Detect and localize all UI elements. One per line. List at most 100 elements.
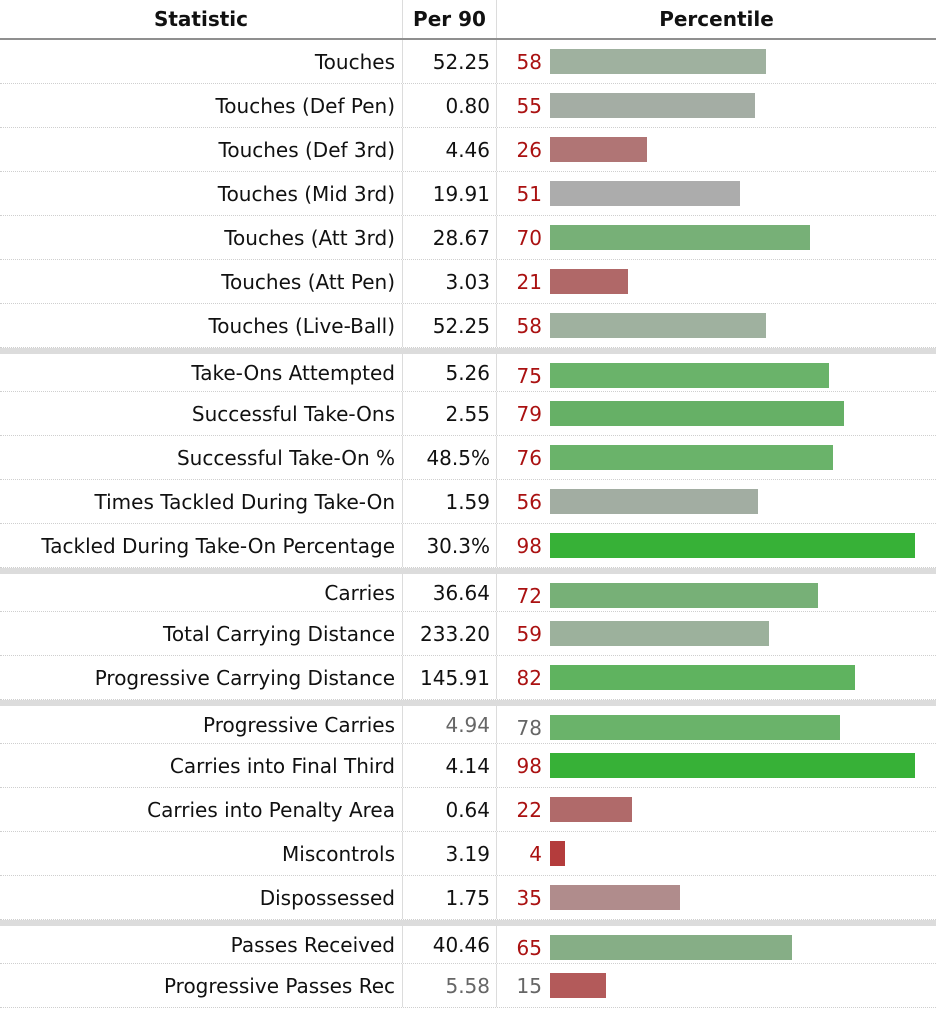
percentile-bar bbox=[550, 715, 841, 740]
percentile-cell: 82 bbox=[497, 656, 936, 699]
table-header: Statistic Per 90 Percentile bbox=[0, 0, 936, 40]
percentile-label: 58 bbox=[516, 50, 542, 74]
stat-name: Touches (Att 3rd) bbox=[0, 216, 403, 259]
per90-value: 1.59 bbox=[403, 480, 497, 523]
percentile-cell: 51 bbox=[497, 172, 936, 215]
stat-name: Successful Take-Ons bbox=[0, 392, 403, 435]
percentile-cell: 4 bbox=[497, 832, 936, 875]
percentile-label: 98 bbox=[516, 534, 542, 558]
percentile-cell: 75 bbox=[497, 354, 936, 391]
percentile-cell: 70 bbox=[497, 216, 936, 259]
stat-name: Touches bbox=[0, 40, 403, 83]
stat-name: Carries into Penalty Area bbox=[0, 788, 403, 831]
table-row: Total Carrying Distance 233.20 59 bbox=[0, 612, 936, 656]
per90-value: 52.25 bbox=[403, 304, 497, 347]
percentile-bar bbox=[550, 137, 647, 162]
per90-value: 5.26 bbox=[403, 354, 497, 391]
per90-value: 2.55 bbox=[403, 392, 497, 435]
stat-name: Total Carrying Distance bbox=[0, 612, 403, 655]
percentile-table: Statistic Per 90 Percentile Touches 52.25… bbox=[0, 0, 936, 1008]
percentile-cell: 22 bbox=[497, 788, 936, 831]
header-statistic[interactable]: Statistic bbox=[0, 0, 403, 38]
percentile-label: 72 bbox=[516, 584, 542, 608]
percentile-label: 22 bbox=[516, 798, 542, 822]
stat-name: Progressive Carrying Distance bbox=[0, 656, 403, 699]
table-row: Progressive Passes Rec 5.58 15 bbox=[0, 964, 936, 1008]
stat-name: Progressive Carries bbox=[0, 706, 403, 743]
percentile-cell: 58 bbox=[497, 304, 936, 347]
percentile-bar bbox=[550, 583, 818, 608]
percentile-bar bbox=[550, 621, 770, 646]
stat-name: Carries into Final Third bbox=[0, 744, 403, 787]
per90-value: 40.46 bbox=[403, 926, 497, 963]
table-row: Successful Take-On % 48.5% 76 bbox=[0, 436, 936, 480]
table-row: Carries into Penalty Area 0.64 22 bbox=[0, 788, 936, 832]
stat-name: Progressive Passes Rec bbox=[0, 964, 403, 1007]
table-body: Touches 52.25 58 Touches (Def Pen) 0.80 55 Tou… bbox=[0, 40, 936, 1008]
percentile-cell: 98 bbox=[497, 524, 936, 567]
percentile-bar bbox=[550, 445, 833, 470]
percentile-label: 75 bbox=[516, 364, 542, 388]
table-row: Touches (Live-Ball) 52.25 58 bbox=[0, 304, 936, 348]
percentile-bar bbox=[550, 841, 565, 866]
percentile-label: 76 bbox=[516, 446, 542, 470]
header-per90[interactable]: Per 90 bbox=[403, 0, 497, 38]
per90-value: 30.3% bbox=[403, 524, 497, 567]
percentile-label: 82 bbox=[516, 666, 542, 690]
per90-value: 19.91 bbox=[403, 172, 497, 215]
percentile-bar bbox=[550, 489, 759, 514]
percentile-label: 35 bbox=[516, 886, 542, 910]
percentile-cell: 78 bbox=[497, 706, 936, 743]
percentile-bar bbox=[550, 363, 829, 388]
table-row: Touches (Att 3rd) 28.67 70 bbox=[0, 216, 936, 260]
percentile-cell: 15 bbox=[497, 964, 936, 1007]
table-row: Progressive Carries 4.94 78 bbox=[0, 700, 936, 744]
per90-value: 3.19 bbox=[403, 832, 497, 875]
percentile-cell: 21 bbox=[497, 260, 936, 303]
percentile-bar bbox=[550, 401, 844, 426]
percentile-label: 58 bbox=[516, 314, 542, 338]
stat-name: Touches (Def 3rd) bbox=[0, 128, 403, 171]
percentile-label: 79 bbox=[516, 402, 542, 426]
table-row: Tackled During Take-On Percentage 30.3% 98 bbox=[0, 524, 936, 568]
percentile-label: 78 bbox=[516, 716, 542, 740]
table-row: Touches 52.25 58 bbox=[0, 40, 936, 84]
percentile-label: 65 bbox=[516, 936, 542, 960]
percentile-label: 21 bbox=[516, 270, 542, 294]
percentile-cell: 79 bbox=[497, 392, 936, 435]
stat-name: Miscontrols bbox=[0, 832, 403, 875]
percentile-label: 98 bbox=[516, 754, 542, 778]
percentile-label: 26 bbox=[516, 138, 542, 162]
percentile-cell: 98 bbox=[497, 744, 936, 787]
table-row: Passes Received 40.46 65 bbox=[0, 920, 936, 964]
percentile-cell: 59 bbox=[497, 612, 936, 655]
percentile-cell: 72 bbox=[497, 574, 936, 611]
percentile-cell: 76 bbox=[497, 436, 936, 479]
stat-name: Times Tackled During Take-On bbox=[0, 480, 403, 523]
table-row: Progressive Carrying Distance 145.91 82 bbox=[0, 656, 936, 700]
per90-value: 3.03 bbox=[403, 260, 497, 303]
percentile-cell: 35 bbox=[497, 876, 936, 919]
percentile-label: 51 bbox=[516, 182, 542, 206]
percentile-label: 70 bbox=[516, 226, 542, 250]
percentile-bar bbox=[550, 885, 681, 910]
stat-name: Carries bbox=[0, 574, 403, 611]
percentile-bar bbox=[550, 973, 606, 998]
percentile-bar bbox=[550, 225, 811, 250]
table-row: Times Tackled During Take-On 1.59 56 bbox=[0, 480, 936, 524]
percentile-label: 15 bbox=[516, 974, 542, 998]
per90-value: 4.14 bbox=[403, 744, 497, 787]
stat-name: Touches (Mid 3rd) bbox=[0, 172, 403, 215]
per90-value: 1.75 bbox=[403, 876, 497, 919]
table-row: Touches (Att Pen) 3.03 21 bbox=[0, 260, 936, 304]
percentile-bar bbox=[550, 93, 755, 118]
table-row: Successful Take-Ons 2.55 79 bbox=[0, 392, 936, 436]
percentile-bar bbox=[550, 935, 792, 960]
percentile-label: 56 bbox=[516, 490, 542, 514]
header-percentile[interactable]: Percentile bbox=[659, 7, 774, 31]
percentile-cell: 26 bbox=[497, 128, 936, 171]
percentile-bar bbox=[550, 269, 629, 294]
percentile-bar bbox=[550, 797, 632, 822]
per90-value: 52.25 bbox=[403, 40, 497, 83]
percentile-bar bbox=[550, 753, 915, 778]
